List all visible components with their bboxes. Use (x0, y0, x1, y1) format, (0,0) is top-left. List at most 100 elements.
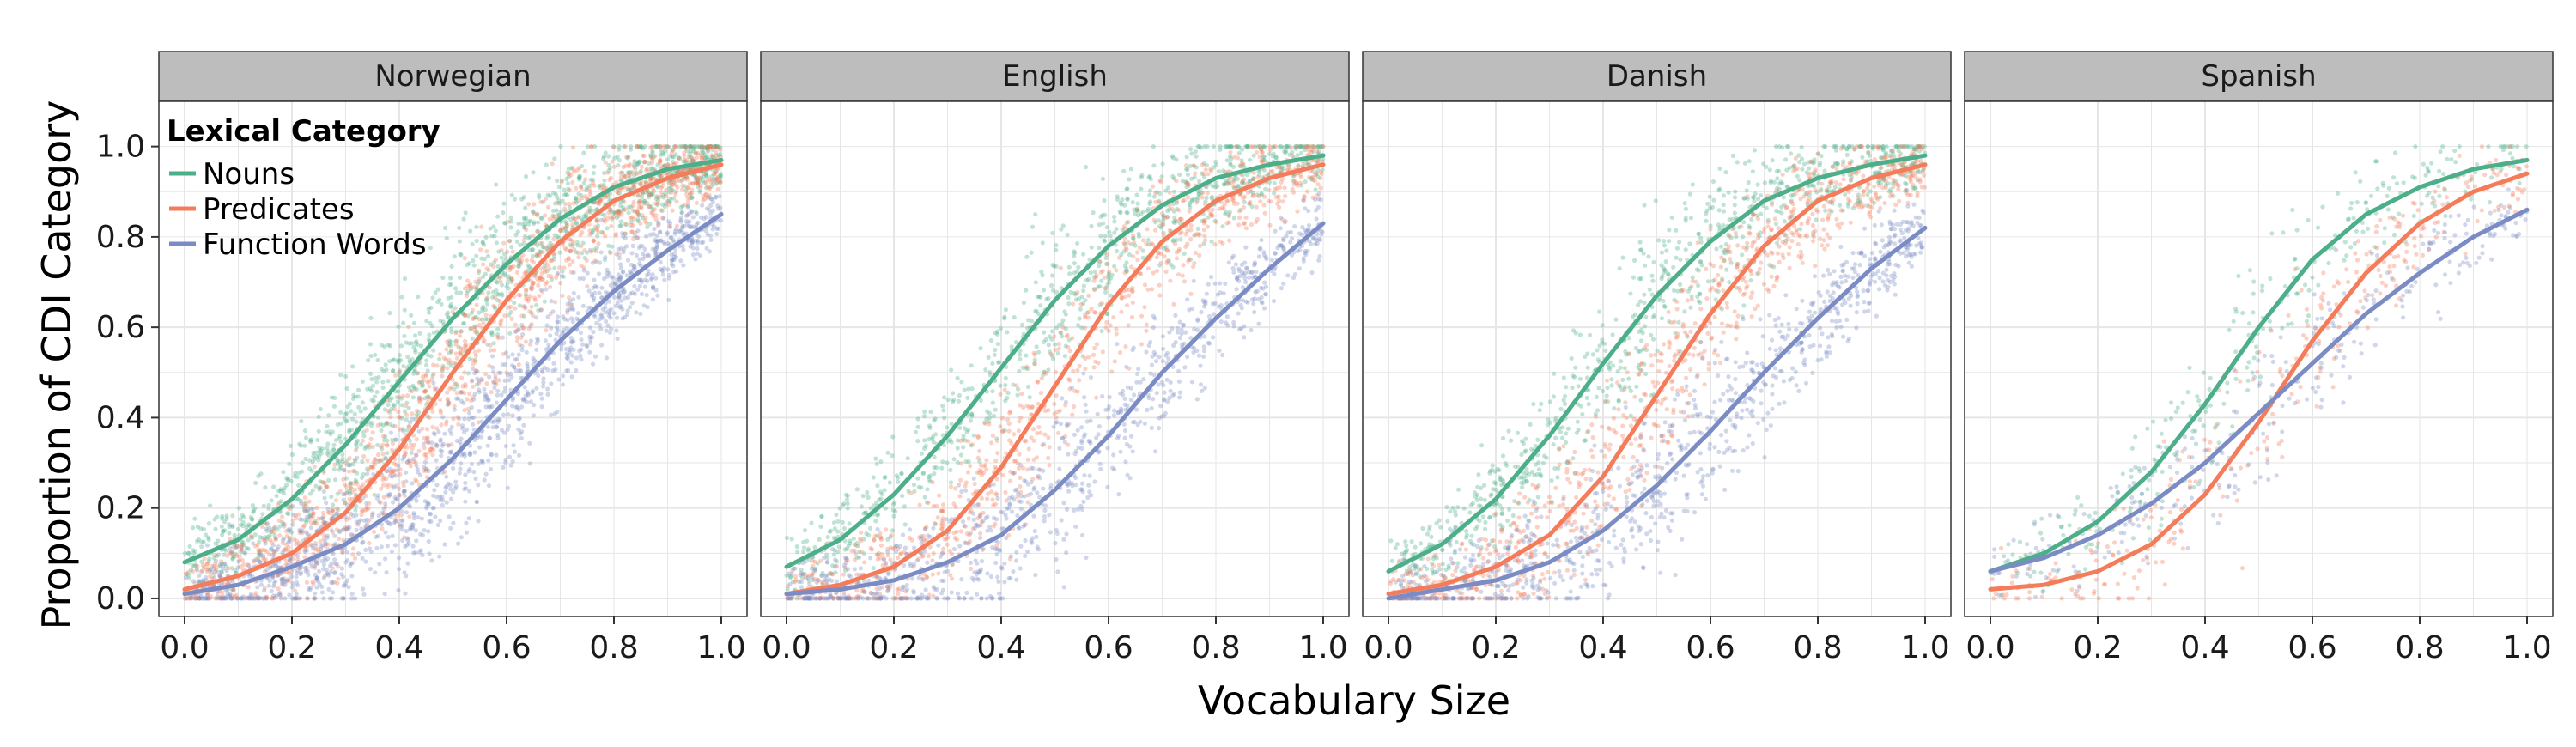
data-point-function-words (470, 366, 476, 372)
data-point-nouns (961, 445, 966, 450)
data-point-function-words (321, 489, 326, 495)
data-point-function-words (644, 272, 650, 278)
data-point-nouns (717, 173, 722, 179)
data-point-nouns (1097, 264, 1102, 269)
data-point-nouns (191, 548, 196, 553)
data-point-predicates (478, 247, 483, 252)
data-point-function-words (556, 314, 561, 319)
data-point-nouns (927, 425, 933, 430)
data-point-nouns (289, 530, 295, 535)
data-point-nouns (695, 144, 701, 149)
data-point-nouns (966, 386, 971, 392)
data-point-nouns (674, 169, 679, 174)
data-point-nouns (512, 197, 518, 202)
data-point-nouns (342, 416, 347, 422)
data-point-nouns (695, 175, 700, 180)
data-point-function-words (589, 294, 595, 299)
data-point-function-words (437, 554, 442, 559)
data-point-function-words (586, 305, 592, 310)
data-point-nouns (296, 471, 301, 476)
data-point-nouns (248, 514, 253, 519)
data-point-function-words (506, 412, 511, 417)
data-point-function-words (340, 550, 345, 555)
data-point-nouns (602, 258, 608, 263)
data-point-function-words (304, 514, 309, 519)
data-point-predicates (367, 442, 372, 447)
data-point-predicates (707, 185, 712, 191)
data-point-nouns (319, 448, 324, 453)
data-point-nouns (306, 507, 311, 512)
data-point-function-words (446, 443, 452, 448)
data-point-function-words (501, 465, 506, 471)
data-point-function-words (541, 380, 546, 386)
data-point-predicates (459, 375, 465, 380)
data-point-nouns (940, 404, 945, 409)
data-point-function-words (383, 501, 388, 507)
data-point-nouns (507, 331, 513, 336)
data-point-predicates (444, 419, 449, 424)
data-point-predicates (376, 452, 381, 458)
data-point-predicates (596, 241, 601, 246)
data-point-nouns (666, 179, 671, 185)
data-point-predicates (531, 233, 536, 238)
data-point-nouns (598, 185, 603, 191)
data-point-predicates (638, 171, 643, 176)
data-point-nouns (648, 155, 654, 160)
data-point-predicates (540, 276, 545, 282)
data-point-function-words (393, 473, 398, 478)
data-point-nouns (928, 410, 933, 415)
data-point-nouns (694, 179, 699, 184)
data-point-nouns (349, 416, 355, 422)
data-point-nouns (335, 460, 340, 465)
data-point-function-words (485, 424, 490, 429)
data-point-function-words (287, 592, 292, 598)
data-point-nouns (471, 258, 476, 264)
data-point-nouns (350, 396, 356, 401)
data-point-nouns (212, 568, 218, 574)
data-point-nouns (614, 215, 620, 221)
data-point-function-words (579, 337, 584, 343)
data-point-nouns (567, 242, 573, 247)
data-point-function-words (404, 510, 410, 515)
data-point-nouns (193, 562, 198, 568)
data-point-predicates (450, 309, 455, 314)
data-point-nouns (365, 386, 370, 392)
data-point-predicates (694, 200, 699, 205)
data-point-function-words (519, 343, 525, 349)
data-point-function-words (585, 343, 590, 349)
data-point-nouns (337, 436, 342, 441)
data-point-predicates (524, 227, 529, 233)
data-point-function-words (406, 457, 411, 463)
data-point-function-words (671, 264, 676, 269)
data-point-function-words (669, 252, 674, 258)
data-point-predicates (471, 284, 477, 289)
data-point-predicates (276, 586, 281, 592)
data-point-function-words (701, 240, 706, 245)
data-point-function-words (422, 459, 428, 465)
data-point-function-words (268, 546, 274, 551)
data-point-nouns (608, 207, 613, 212)
data-point-nouns (672, 144, 677, 149)
data-point-nouns (1103, 233, 1108, 239)
data-point-predicates (439, 422, 444, 428)
data-point-predicates (406, 324, 411, 330)
data-point-nouns (1103, 289, 1109, 295)
data-point-nouns (554, 208, 559, 213)
data-point-nouns (658, 144, 663, 149)
data-point-function-words (605, 323, 611, 328)
data-point-nouns (453, 339, 459, 344)
data-point-predicates (575, 215, 580, 220)
data-point-nouns (594, 259, 599, 264)
data-point-function-words (495, 392, 500, 398)
data-point-nouns (1065, 232, 1070, 237)
data-point-predicates (714, 149, 719, 155)
data-point-function-words (403, 591, 408, 596)
data-point-function-words (468, 452, 473, 457)
data-point-function-words (365, 471, 370, 477)
data-point-function-words (471, 397, 477, 402)
data-point-function-words (604, 319, 609, 325)
data-point-function-words (564, 351, 569, 356)
data-point-nouns (219, 570, 224, 575)
data-point-nouns (1223, 211, 1228, 216)
data-point-nouns (213, 526, 218, 531)
